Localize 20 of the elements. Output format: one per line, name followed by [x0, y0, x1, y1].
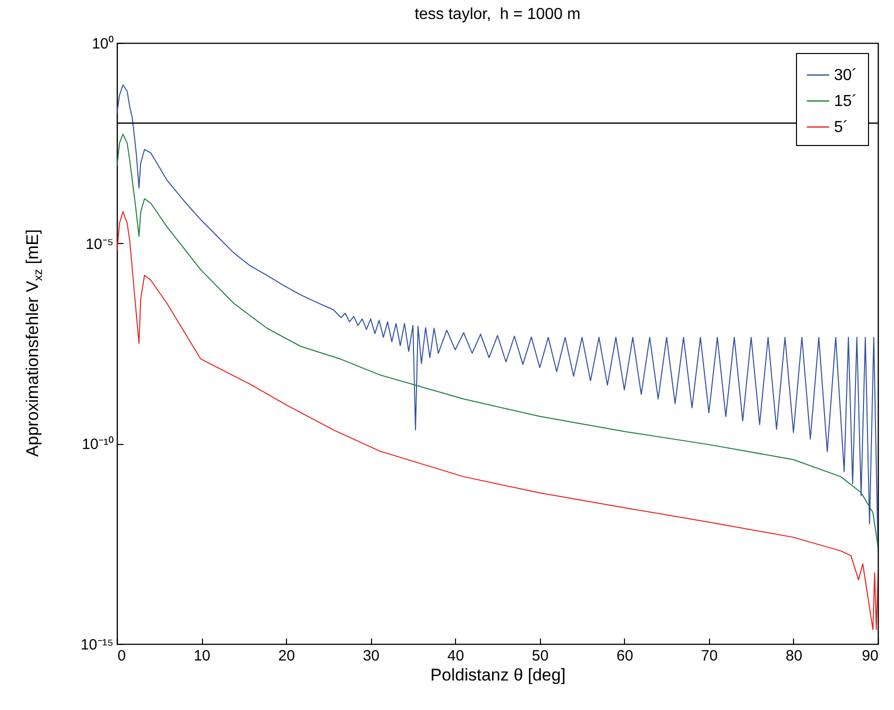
- x-tick-label: 30: [362, 648, 380, 664]
- legend-label: 15´: [834, 93, 858, 110]
- x-tick-label: 10: [194, 648, 210, 664]
- legend-label: 30´: [834, 67, 858, 84]
- x-tick-label: 50: [532, 648, 549, 664]
- x-tick-label: 40: [447, 648, 464, 664]
- line-series: [117, 211, 878, 630]
- chart-title: tess taylor, h = 1000 m: [414, 6, 580, 23]
- x-tick-label: 80: [786, 648, 802, 664]
- y-tick-label: 10⁻¹⁵: [80, 636, 114, 654]
- y-tick-label: 10⁰: [92, 36, 114, 52]
- x-tick-label: 70: [701, 648, 718, 664]
- legend-label: 5´: [834, 119, 848, 136]
- x-tick-label: 90: [862, 648, 878, 664]
- x-tick-label: 60: [616, 648, 634, 664]
- y-tick-label: 10⁻¹⁰: [82, 436, 114, 454]
- x-tick-label: 0: [118, 648, 126, 664]
- x-axis-title: Poldistanz θ [deg]: [430, 666, 566, 684]
- x-tick-label: 20: [278, 648, 295, 664]
- y-tick-label: 10⁻⁵: [86, 236, 114, 253]
